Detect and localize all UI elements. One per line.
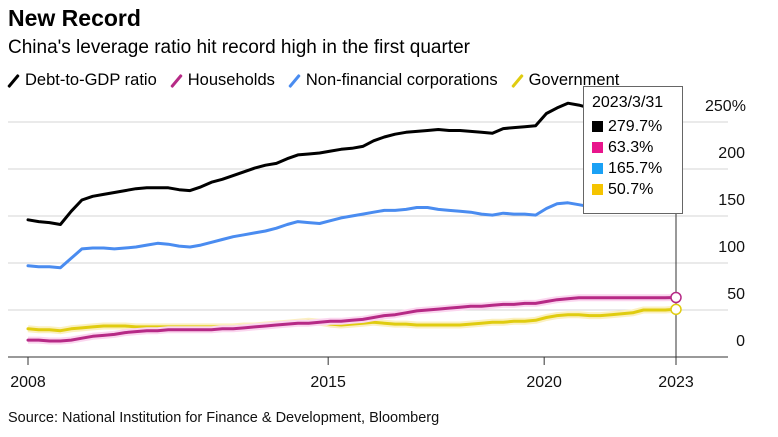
- series-non-financial-corporations[interactable]: [26, 199, 678, 270]
- legend: Debt-to-GDP ratio Households Non-financi…: [7, 71, 620, 90]
- legend-item-non-financial[interactable]: Non-financial corporations: [288, 71, 498, 90]
- source-note: Source: National Institution for Finance…: [8, 410, 440, 426]
- series-households-hover-dot: [670, 291, 682, 304]
- series-government[interactable]: [26, 307, 678, 333]
- y-tick-label: 200: [718, 145, 745, 162]
- x-tick-label: 2023: [658, 374, 694, 391]
- series-households[interactable]: [26, 296, 678, 343]
- x-tick-label: 2015: [310, 374, 346, 391]
- tooltip-row-debt: 279.7%: [592, 116, 682, 137]
- tooltip-value: 50.7%: [608, 180, 654, 198]
- series-government-hover-dot: [670, 303, 682, 316]
- swatch-icon: [592, 121, 603, 132]
- y-tick-label: 50: [727, 286, 745, 303]
- tooltip: 2023/3/31 279.7% 63.3% 165.7% 50.7%: [583, 86, 683, 214]
- legend-label: Households: [187, 71, 275, 89]
- swatch-icon: [592, 184, 603, 195]
- y-tick-label: 150: [718, 192, 745, 209]
- tooltip-row-government: 50.7%: [592, 179, 682, 200]
- legend-label: Non-financial corporations: [305, 71, 498, 89]
- chart-subtitle: China's leverage ratio hit record high i…: [8, 37, 470, 58]
- legend-label: Government: [528, 71, 620, 89]
- tooltip-value: 165.7%: [608, 159, 663, 177]
- x-tick-label: 2008: [10, 374, 46, 391]
- tooltip-row-households: 63.3%: [592, 137, 682, 158]
- legend-item-households[interactable]: Households: [169, 71, 275, 90]
- tooltip-date: 2023/3/31: [592, 94, 664, 111]
- legend-item-debt-to-gdp[interactable]: Debt-to-GDP ratio: [7, 71, 157, 90]
- legend-label: Debt-to-GDP ratio: [25, 71, 157, 89]
- swatch-icon: [592, 163, 603, 174]
- tooltip-row-corporations: 165.7%: [592, 158, 682, 179]
- swatch-icon: [592, 142, 603, 153]
- series-debt-to-gdp[interactable]: [26, 92, 678, 226]
- legend-item-government[interactable]: Government: [510, 71, 620, 90]
- y-tick-label: 100: [718, 239, 745, 256]
- y-tick-label: 0: [736, 333, 745, 350]
- tooltip-value: 279.7%: [608, 117, 663, 135]
- tooltip-value: 63.3%: [608, 138, 654, 156]
- x-tick-label: 2020: [526, 374, 562, 391]
- y-tick-label: 250%: [705, 98, 746, 115]
- chart-title: New Record: [8, 5, 141, 31]
